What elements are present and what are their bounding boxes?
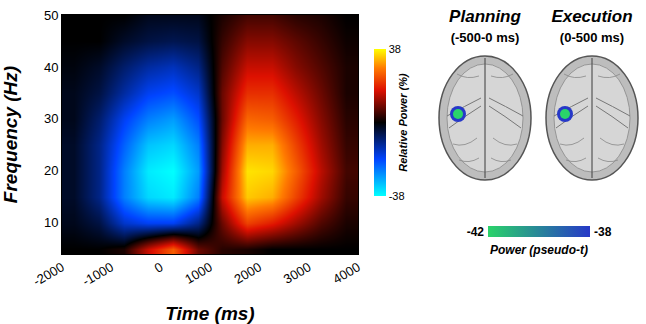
svg-text:2000: 2000: [232, 259, 265, 286]
svg-text:-2000: -2000: [30, 259, 66, 289]
svg-text:(-500-0 ms): (-500-0 ms): [451, 30, 520, 45]
svg-text:-38: -38: [389, 190, 405, 202]
svg-text:-1000: -1000: [80, 259, 116, 289]
svg-text:Power (pseudo-t): Power (pseudo-t): [490, 243, 588, 257]
svg-text:0: 0: [152, 259, 166, 276]
svg-text:4000: 4000: [330, 259, 363, 286]
svg-text:10: 10: [44, 215, 58, 230]
svg-text:40: 40: [44, 60, 58, 75]
svg-text:Frequency (Hz): Frequency (Hz): [0, 66, 21, 203]
svg-text:Planning: Planning: [449, 7, 521, 26]
svg-text:50: 50: [44, 8, 58, 23]
svg-text:3000: 3000: [281, 259, 314, 286]
svg-text:Execution: Execution: [551, 7, 632, 26]
svg-text:30: 30: [44, 111, 58, 126]
svg-text:-42: -42: [467, 225, 485, 239]
svg-text:Time (ms): Time (ms): [165, 303, 254, 324]
svg-text:20: 20: [44, 163, 58, 178]
svg-text:Relative Power (%): Relative Power (%): [397, 73, 409, 172]
svg-text:-38: -38: [594, 225, 612, 239]
svg-text:38: 38: [389, 43, 401, 55]
svg-text:(0-500 ms): (0-500 ms): [560, 30, 624, 45]
svg-text:1000: 1000: [182, 259, 215, 286]
